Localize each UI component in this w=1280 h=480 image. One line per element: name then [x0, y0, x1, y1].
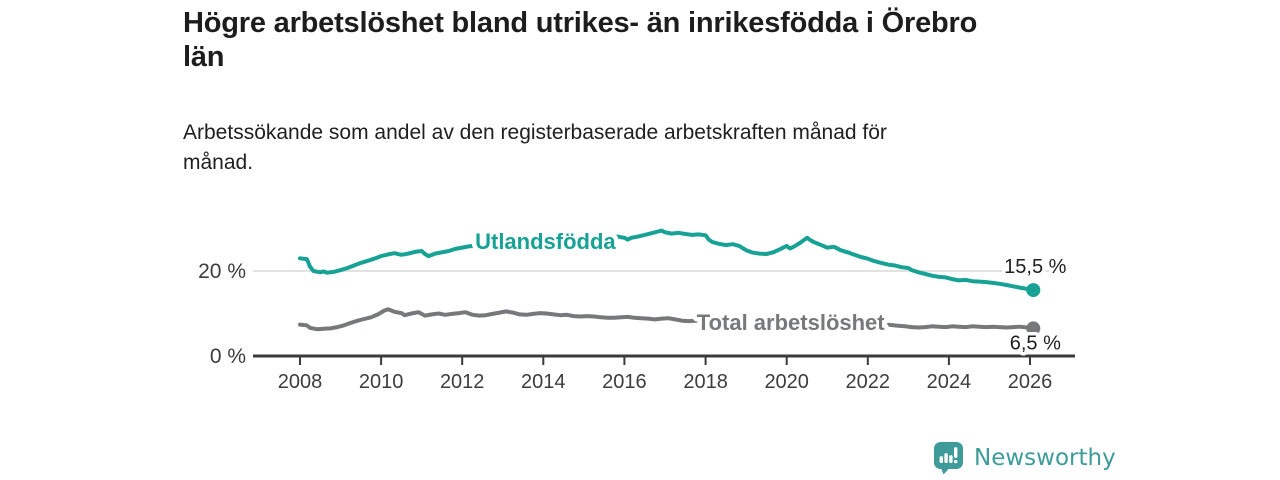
chart-subtitle: Arbetssökande som andel av den registerb…	[183, 118, 1083, 178]
series-line-1	[298, 307, 1036, 332]
x-tick-label-2020: 2020	[764, 371, 809, 393]
series-end-value-label-1: 6,5 %	[1010, 332, 1061, 354]
chart-title-line-1: Högre arbetslöshet bland utrikes- än inr…	[183, 7, 978, 39]
series-inline-label-1: Total arbetslöshet	[697, 310, 886, 335]
x-tick-label-2008: 2008	[278, 371, 323, 393]
newsworthy-logo: Newsworthy	[933, 441, 1116, 475]
x-tick-label-2026: 2026	[1008, 371, 1053, 393]
y-axis-label-20: 20 %	[198, 260, 246, 283]
series-line-0	[298, 228, 1036, 293]
x-tick-label-2010: 2010	[359, 371, 404, 393]
chart-title: Högre arbetslöshet bland utrikes- än inr…	[183, 6, 1143, 74]
chart-title-line-2: län	[183, 41, 225, 73]
series-endpoint-dot-1	[1026, 321, 1041, 336]
newsworthy-logo-text: Newsworthy	[974, 445, 1116, 471]
x-tick-label-2024: 2024	[927, 371, 972, 393]
series-endpoint-dot-0	[1026, 283, 1041, 298]
x-tick-label-2016: 2016	[602, 371, 647, 393]
x-tick-label-2012: 2012	[440, 371, 485, 393]
series-end-value-label-0: 15,5 %	[1004, 256, 1066, 278]
bar-chart-speech-bubble-icon	[934, 442, 963, 475]
x-tick-label-2022: 2022	[846, 371, 891, 393]
x-tick-label-2014: 2014	[521, 371, 566, 393]
chart-subtitle-line-2: månad.	[183, 151, 254, 174]
x-tick-label-2018: 2018	[683, 371, 728, 393]
chart-subtitle-line-1: Arbetssökande som andel av den registerb…	[183, 121, 887, 144]
y-axis-label-0: 0 %	[210, 345, 246, 368]
series-inline-label-0: Utlandsfödda	[475, 229, 616, 254]
